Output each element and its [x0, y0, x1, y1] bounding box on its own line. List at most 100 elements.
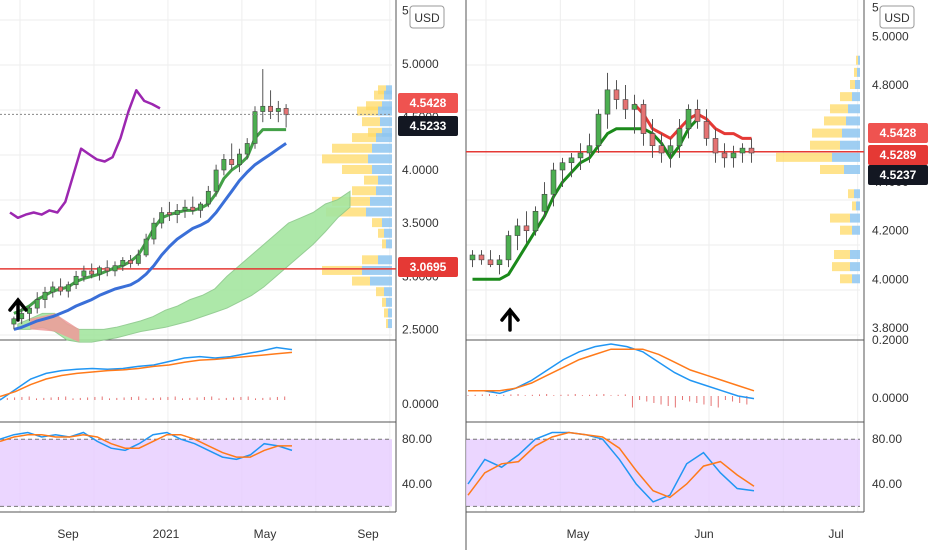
y-tick-label: 4.2000: [872, 224, 909, 238]
volume-profile-bar-down: [856, 201, 860, 211]
candle-body: [532, 210, 539, 232]
macd-tick-label: 0.0000: [402, 397, 439, 411]
candle-body: [496, 259, 503, 266]
candle-body: [42, 291, 48, 300]
candle-body: [550, 169, 557, 195]
volume-profile-bar-down: [376, 133, 392, 143]
candle-body: [120, 260, 126, 266]
candle-body: [19, 313, 25, 320]
volume-profile-bar-down: [372, 143, 392, 153]
indicator-line-purple: [9, 89, 161, 220]
volume-profile-bar-down: [855, 80, 860, 89]
candle-body: [730, 152, 737, 159]
volume-profile-bar-down: [384, 90, 392, 100]
candle-body: [143, 238, 149, 256]
volume-profile-bar-down: [384, 228, 392, 238]
candle-body: [27, 307, 32, 314]
candle-body: [586, 145, 593, 154]
volume-profile-bar-up: [352, 276, 370, 286]
volume-profile-bar-down: [852, 274, 860, 284]
candle-body: [478, 254, 485, 261]
candle-body: [748, 147, 755, 154]
candle-body: [198, 203, 203, 211]
candle-body: [631, 104, 638, 110]
volume-profile-bar-down: [857, 67, 860, 77]
candle-body: [568, 157, 575, 164]
stoch-line-macd_orange: [0, 433, 292, 458]
volume-profile-bar-up: [374, 90, 384, 100]
candle-body: [205, 190, 211, 205]
volume-profile-bar-up: [384, 308, 388, 318]
volume-profile-bar-down: [846, 116, 860, 126]
candle-body: [577, 152, 584, 159]
candle-body: [50, 286, 56, 293]
volume-profile-bar-down: [362, 265, 392, 275]
indicator-line-blue: [13, 142, 287, 331]
volume-profile-bar-up: [834, 250, 850, 259]
price-tag-box: [398, 93, 458, 113]
volume-profile-bar-down: [368, 154, 392, 164]
volume-profile-bar-down: [378, 106, 392, 116]
price-tag-label: 4.5237: [880, 168, 917, 182]
candle-body: [174, 210, 180, 215]
macd-tick-label: 0.2000: [872, 333, 909, 347]
candle-body: [151, 222, 157, 240]
volume-profile-bar-down: [382, 127, 392, 137]
volume-profile-bar-up: [840, 92, 852, 102]
currency-label: USD: [414, 11, 440, 25]
up-arrow-marker: [8, 297, 28, 322]
candle-body: [135, 254, 141, 264]
candle-body: [244, 143, 250, 155]
candle-body: [275, 108, 281, 112]
candle-body: [167, 212, 172, 215]
volume-profile-bar-up: [856, 55, 858, 65]
y-tick-label: 5: [872, 0, 879, 14]
candle-body: [252, 111, 258, 144]
volume-profile-bar-up: [848, 189, 854, 199]
candle-body: [667, 145, 674, 154]
macd-line-macd_orange: [0, 351, 293, 398]
volume-profile-bar-down: [386, 85, 392, 95]
volume-profile-bar-down: [858, 55, 860, 65]
candle-body: [104, 267, 110, 272]
volume-profile-bar-up: [376, 287, 384, 297]
candle-body: [712, 138, 719, 154]
candle-body: [595, 113, 602, 147]
volume-profile-bar-down: [386, 239, 392, 249]
volume-profile-bar-up: [386, 319, 388, 329]
candle-body: [81, 270, 87, 277]
stoch-line-macd_orange: [467, 431, 755, 499]
candle-body: [260, 105, 266, 112]
candle-body: [283, 108, 289, 116]
candle-body: [190, 206, 196, 211]
indicator-line-red: [633, 103, 752, 140]
x-tick-label: Jul: [828, 527, 843, 541]
volume-profile-bar-up: [322, 154, 368, 164]
candle-body: [237, 153, 242, 165]
volume-profile-bar-up: [382, 239, 386, 249]
x-tick-label: May: [567, 527, 590, 541]
price-tag-label: 3.0695: [410, 260, 447, 274]
candle-body: [649, 133, 656, 147]
stoch-band: [0, 439, 392, 507]
volume-profile-bar-down: [382, 218, 392, 228]
volume-profile-bar-down: [850, 262, 860, 272]
x-tick-label: Jun: [694, 527, 713, 541]
candle-body: [97, 267, 102, 275]
y-tick-label: 5.0000: [872, 29, 909, 43]
price-tag-label: 4.5233: [410, 119, 447, 133]
currency-badge: [879, 5, 915, 29]
price-tag-label: 4.5428: [410, 96, 447, 110]
volume-profile-bar-up: [364, 175, 378, 185]
x-tick-label: May: [254, 527, 277, 541]
volume-profile-bar-up: [378, 228, 384, 238]
volume-profile-bar-up: [352, 186, 376, 196]
candle-body: [221, 159, 227, 171]
stoch-tick-label: 80.00: [872, 432, 902, 446]
volume-profile-bar-down: [850, 250, 860, 259]
candle-body: [640, 104, 647, 134]
candle-body: [739, 147, 746, 154]
y-tick-label: 4.0000: [402, 163, 439, 177]
macd-tick-label: 0.0000: [872, 391, 909, 405]
volume-profile-bar-down: [854, 189, 860, 199]
